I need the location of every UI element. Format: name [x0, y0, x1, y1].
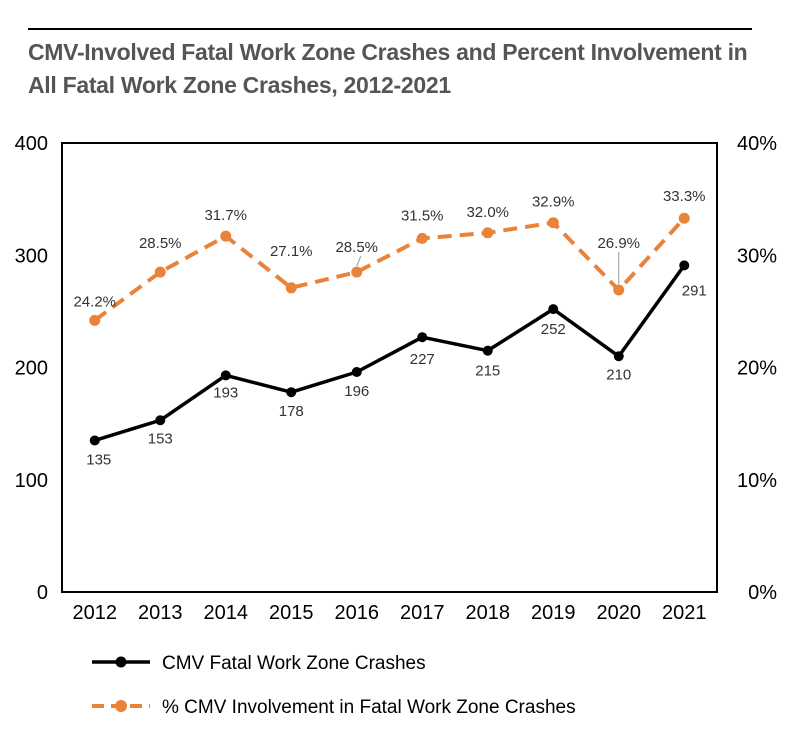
count-point [613, 351, 624, 362]
percent-point [613, 284, 625, 296]
count-point [679, 260, 690, 271]
right-tick-label: 40% [737, 133, 777, 155]
x-tick-label: 2020 [597, 602, 642, 624]
right-tick-label: 10% [737, 470, 777, 492]
x-tick-label: 2018 [466, 602, 511, 624]
percent-data-label: 33.3% [663, 188, 706, 205]
percent-data-label: 31.7% [204, 207, 247, 224]
percent-point [285, 282, 297, 294]
count-point [482, 345, 493, 356]
percent-data-label: 26.9% [597, 235, 640, 252]
count-data-label: 193 [213, 384, 238, 401]
legend-label: % CMV Involvement in Fatal Work Zone Cra… [162, 697, 576, 718]
left-tick-label: 200 [15, 358, 48, 380]
count-point [286, 387, 297, 398]
plot-frame [61, 142, 718, 593]
count-data-label: 215 [475, 363, 500, 380]
label-leader-line [356, 255, 362, 267]
x-tick-label: 2019 [531, 602, 576, 624]
x-tick-label: 2013 [138, 602, 183, 624]
percent-data-label: 28.5% [335, 239, 378, 256]
percent-point [482, 227, 494, 239]
x-tick-label: 2016 [335, 602, 380, 624]
x-tick-label: 2012 [73, 602, 118, 624]
count-data-label: 135 [86, 451, 111, 468]
count-series-line [94, 264, 686, 443]
left-axis: 0 100 200 300 400 [15, 133, 48, 604]
percent-point [220, 230, 232, 242]
count-point [548, 304, 559, 315]
right-tick-label: 20% [737, 358, 777, 380]
percent-data-label: 24.2% [73, 293, 116, 310]
series-percent: 24.2% 28.5% 31.7% 27.1% 28.5% 31.5% 32.0% 32.9%… [73, 188, 706, 326]
legend: CMV Fatal Work Zone Crashes % CMV Involve… [92, 653, 576, 718]
percent-series-line [93, 216, 686, 322]
percent-point [678, 212, 690, 224]
percent-data-label: 27.1% [270, 243, 313, 260]
left-tick-label: 0 [37, 582, 48, 604]
left-tick-label: 400 [15, 133, 48, 155]
count-data-label: 252 [541, 321, 566, 338]
percent-point [154, 266, 166, 278]
percent-data-label: 32.9% [532, 194, 575, 211]
count-point [351, 366, 362, 377]
count-data-label: 196 [344, 383, 369, 400]
chart-title: CMV-Involved Fatal Work Zone Crashes and… [28, 39, 748, 98]
percent-data-label: 32.0% [466, 204, 509, 221]
percent-point [89, 314, 101, 326]
legend-marker [115, 700, 127, 712]
count-point [89, 435, 100, 446]
percent-data-label: 28.5% [139, 235, 182, 252]
count-data-label: 153 [148, 430, 173, 447]
right-tick-label: 0% [748, 582, 777, 604]
count-data-label: 178 [279, 403, 304, 420]
count-point [220, 370, 231, 381]
legend-marker [115, 656, 127, 668]
left-tick-label: 100 [15, 470, 48, 492]
x-tick-label: 2017 [400, 602, 445, 624]
count-data-label: 291 [682, 282, 707, 299]
series-count: 135 153 193 178 196 227 215 252 210 291 [86, 260, 707, 468]
x-tick-label: 2021 [662, 602, 707, 624]
count-data-label: 227 [410, 351, 435, 368]
left-tick-label: 300 [15, 245, 48, 267]
count-data-label: 210 [606, 366, 631, 383]
percent-point [351, 266, 363, 278]
x-axis: 2012 2013 2014 2015 2016 2017 2018 2019 2020 2021 [73, 602, 707, 624]
percent-data-label: 31.5% [401, 207, 444, 224]
count-point [417, 332, 428, 343]
title-rule [28, 28, 752, 30]
count-point [155, 415, 166, 426]
x-tick-label: 2015 [269, 602, 314, 624]
percent-point [416, 232, 428, 244]
legend-label: CMV Fatal Work Zone Crashes [162, 653, 426, 674]
percent-point [547, 217, 559, 229]
right-tick-label: 30% [737, 245, 777, 267]
right-axis: 0% 10% 20% 30% 40% [737, 133, 777, 604]
x-tick-label: 2014 [204, 602, 249, 624]
